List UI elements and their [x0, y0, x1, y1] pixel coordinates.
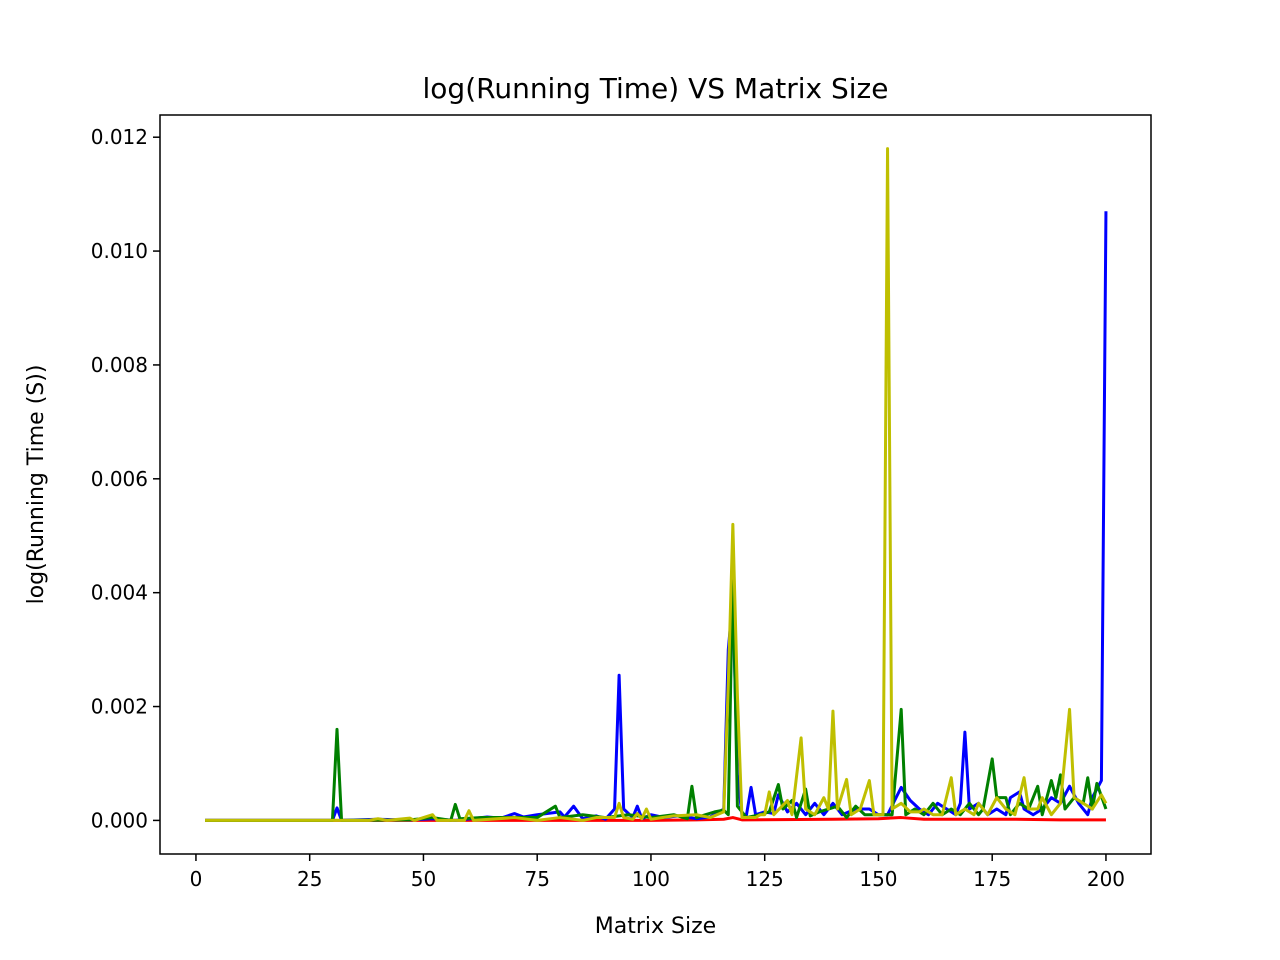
y-tick-label: 0.006 [91, 467, 148, 491]
x-tick-label: 0 [190, 867, 203, 891]
y-tick-label: 0.002 [91, 695, 148, 719]
y-tick-label: 0.012 [91, 125, 148, 149]
plot-frame [159, 114, 1152, 855]
y-tick-label: 0.010 [91, 239, 148, 263]
x-axis-label: Matrix Size [595, 914, 716, 939]
x-tick-label: 125 [746, 867, 784, 891]
x-tick-label: 150 [859, 867, 897, 891]
x-axis: 0 25 50 75 100 125 150 175 200 [190, 854, 1125, 891]
y-tick-label: 0.000 [91, 808, 148, 832]
y-tick-label: 0.004 [91, 581, 148, 605]
x-tick-label: 200 [1087, 867, 1125, 891]
series-line-4 [205, 147, 1108, 822]
y-axis: 0.000 0.002 0.004 0.006 0.008 0.010 0.012 [91, 125, 160, 832]
x-tick-label: 25 [297, 867, 322, 891]
x-tick-label: 175 [973, 867, 1011, 891]
y-axis-label: log(Running Time (S)) [24, 365, 49, 605]
series-layer [205, 147, 1108, 822]
plot-area [159, 114, 1152, 855]
x-tick-label: 50 [411, 867, 436, 891]
series-line-1 [205, 816, 1106, 822]
x-tick-label: 75 [524, 867, 549, 891]
y-tick-label: 0.008 [91, 353, 148, 377]
chart-title: log(Running Time) VS Matrix Size [423, 72, 889, 105]
x-tick-label: 100 [632, 867, 670, 891]
